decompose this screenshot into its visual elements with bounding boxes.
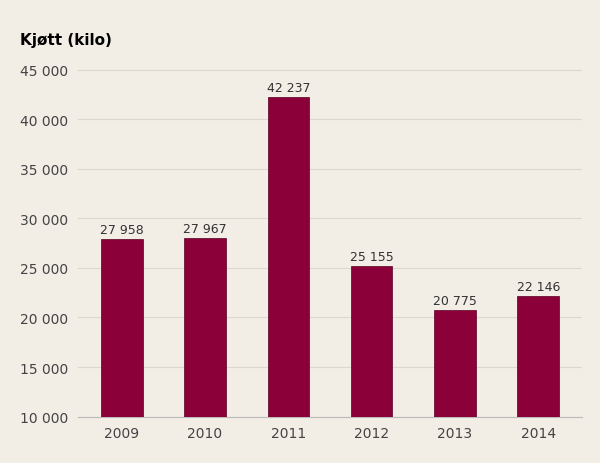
Bar — [434, 310, 476, 463]
Text: Kjøtt (kilo): Kjøtt (kilo) — [20, 33, 112, 48]
Bar — [268, 98, 309, 463]
Text: 27 967: 27 967 — [183, 223, 227, 236]
Text: 22 146: 22 146 — [517, 281, 560, 294]
Text: 27 958: 27 958 — [100, 223, 143, 236]
Text: 25 155: 25 155 — [350, 251, 394, 264]
Text: 42 237: 42 237 — [266, 82, 310, 95]
Bar — [517, 296, 559, 463]
Bar — [101, 239, 143, 463]
Bar — [184, 239, 226, 463]
Bar — [351, 267, 392, 463]
Text: 20 775: 20 775 — [433, 294, 477, 307]
